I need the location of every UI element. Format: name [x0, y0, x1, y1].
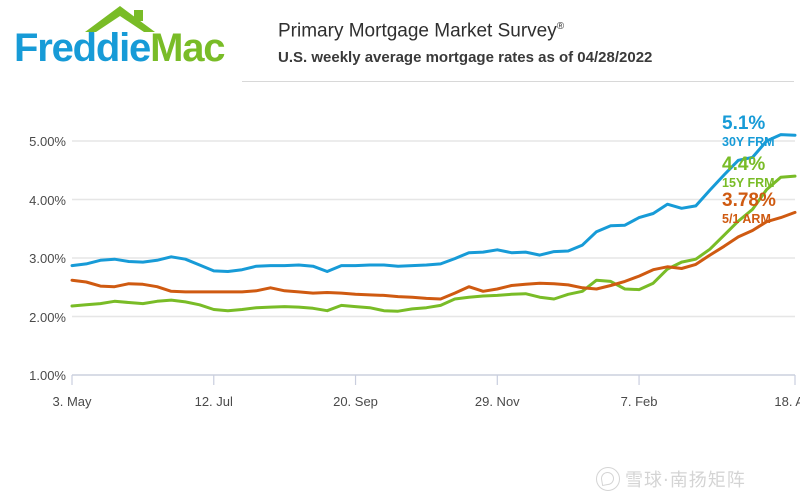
end-label-30y-value: 5.1% [722, 113, 766, 135]
x-axis-tick-label: 20. Sep [333, 394, 378, 409]
x-axis-tick-label: 3. May [52, 394, 92, 409]
house-roof-icon [85, 6, 155, 32]
end-label-30y-series: 30Y FRM [722, 135, 775, 150]
plot-area [70, 133, 797, 385]
page-subtitle: U.S. weekly average mortgage rates as of… [278, 49, 653, 67]
y-axis-tick-label: 1.00% [29, 368, 66, 383]
y-axis-tick-label: 4.00% [29, 192, 66, 208]
y-axis-tick-label: 5.00% [29, 134, 66, 149]
end-label-15y-series: 15Y FRM [722, 176, 775, 191]
watermark: 雪球·南扬矩阵 [596, 464, 746, 494]
x-axis-labels: 3. May 12. Jul 20. Sep 29. Nov 7. Feb 18. Apr [0, 385, 800, 418]
series-end-labels: 5.1% 30Y FRM 4.4% 15Y FRM 3.78% 5/1 ARM [722, 88, 800, 418]
watermark-text: 雪球·南扬矩阵 [625, 470, 746, 491]
logo-text-mac: Mac [150, 26, 225, 70]
series-line-5-1-arm [70, 210, 797, 301]
y-axis-labels: 1.00% 2.00% 3.00% 4.00% 5.00% [0, 88, 66, 418]
xueqiu-logo-icon [596, 467, 620, 491]
x-axis-ticks [71, 375, 796, 385]
end-label-30y-frm: 5.1% 30Y FRM [722, 113, 800, 150]
series-line-30y-frm [70, 133, 797, 273]
y-axis-tick-label: 2.00% [29, 309, 66, 325]
end-label-15y-frm: 4.4% 15Y FRM [722, 154, 800, 191]
x-axis-tick-label: 7. Feb [620, 394, 658, 409]
header-divider [242, 81, 794, 82]
x-axis-tick-label: 18. Apr [774, 394, 800, 409]
page-title-text: Primary Mortgage Market Survey [278, 20, 557, 42]
title-block: Primary Mortgage Market Survey® U.S. wee… [278, 14, 794, 70]
freddie-mac-wordmark: FreddieMac [14, 26, 226, 70]
end-label-arm-value: 3.78% [722, 190, 776, 212]
end-label-5-1-arm: 3.78% 5/1 ARM [722, 190, 800, 227]
page-title: Primary Mortgage Market Survey® [278, 14, 794, 44]
registered-trademark-mark: ® [556, 21, 565, 32]
x-axis-tick-label: 29. Nov [474, 394, 520, 409]
freddie-mac-logo: FreddieMac [14, 6, 264, 70]
y-axis-tick-label: 3.00% [29, 251, 66, 266]
series-line-15y-frm [70, 174, 797, 313]
logo-text-freddie: Freddie [14, 26, 151, 70]
end-label-arm-series: 5/1 ARM [722, 212, 771, 227]
chart-header: FreddieMac Primary Mortgage Market Surve… [0, 0, 800, 88]
mortgage-rates-line-chart: 1.00% 2.00% 3.00% 4.00% 5.00% 3. May 12. Jul 2… [0, 88, 800, 491]
x-axis-tick-label: 12. Jul [194, 394, 233, 409]
data-series-lines [70, 133, 797, 313]
end-label-15y-value: 4.4% [722, 154, 766, 176]
